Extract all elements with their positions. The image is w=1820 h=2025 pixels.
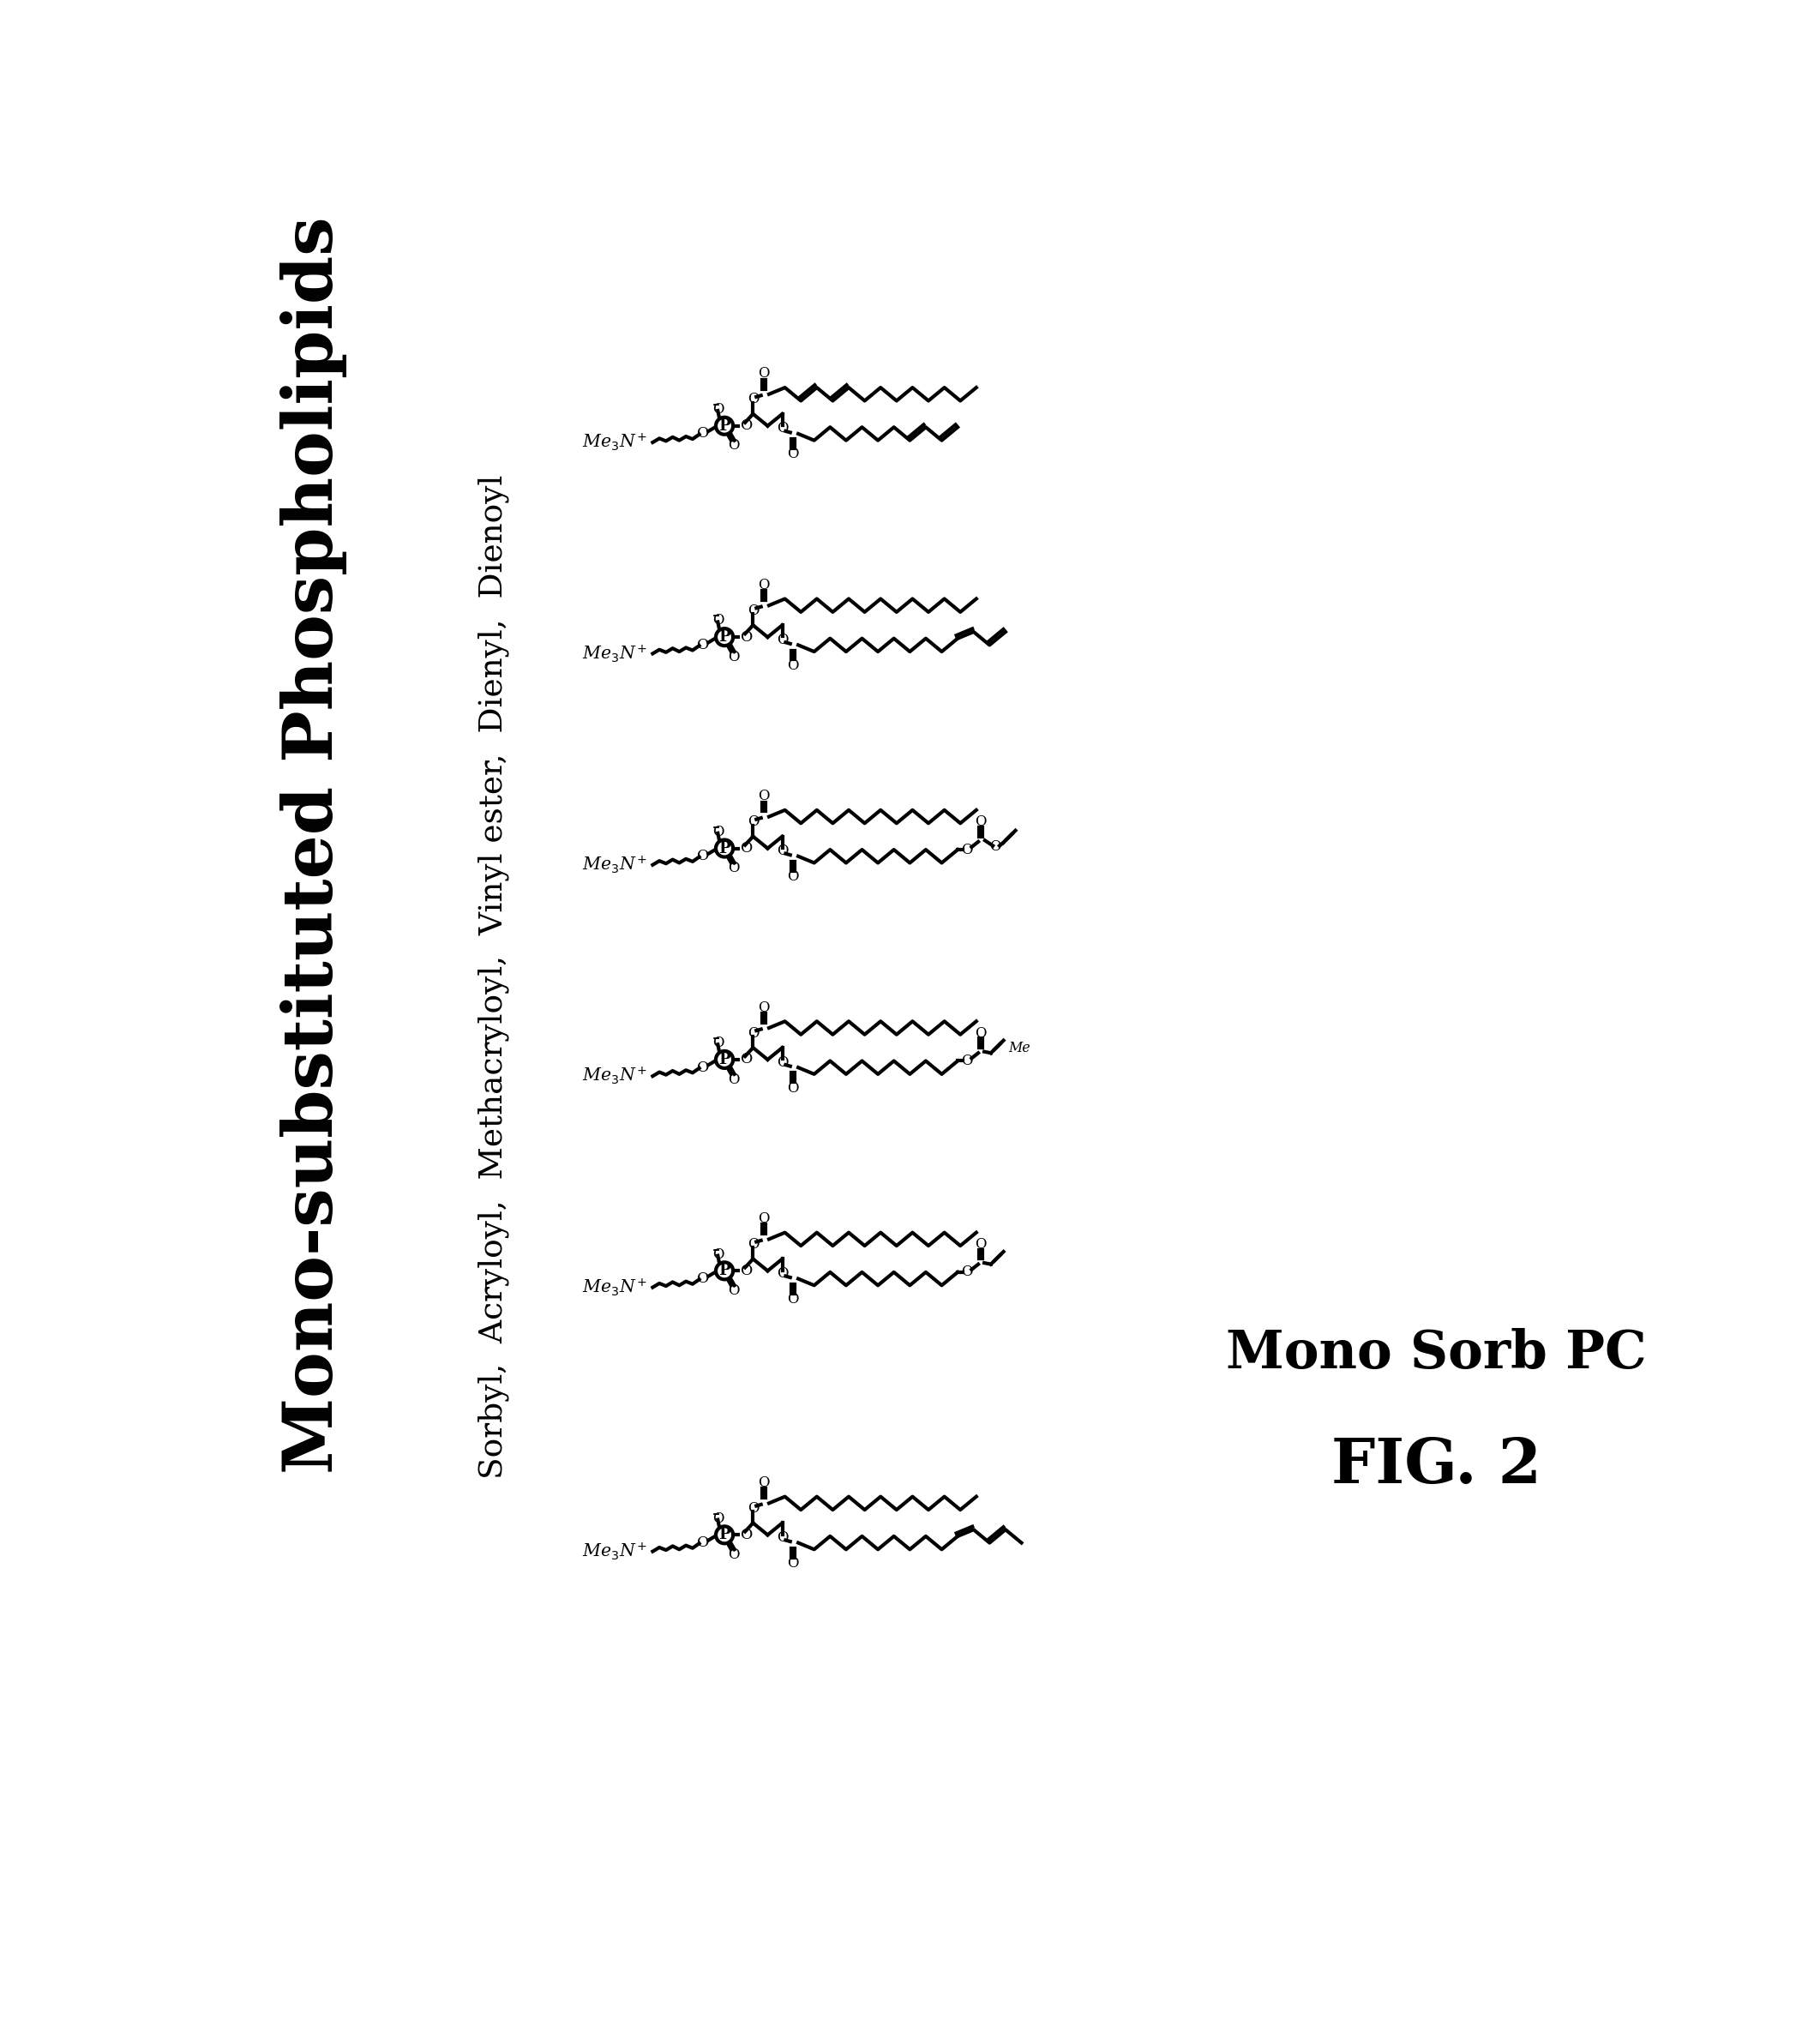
Text: O: O — [786, 1555, 799, 1571]
Text: O: O — [713, 1247, 724, 1262]
Text: O: O — [777, 1531, 788, 1545]
Text: O: O — [748, 814, 759, 828]
Text: O: O — [697, 638, 710, 652]
Text: O: O — [741, 630, 753, 644]
Text: O: O — [697, 1061, 710, 1075]
Text: Me$_3$N$^+$: Me$_3$N$^+$ — [582, 431, 648, 454]
Text: FIG. 2: FIG. 2 — [1332, 1436, 1542, 1496]
Text: O: O — [961, 842, 972, 857]
Text: O: O — [748, 1501, 759, 1517]
Text: O: O — [757, 1476, 770, 1490]
Text: O: O — [757, 790, 770, 804]
Text: -: - — [712, 1239, 719, 1260]
Text: P: P — [719, 630, 730, 644]
Text: O: O — [713, 1511, 724, 1525]
Text: O: O — [741, 1264, 753, 1278]
Text: O: O — [961, 1266, 972, 1280]
Text: -: - — [712, 395, 719, 415]
Text: O: O — [974, 1237, 986, 1251]
Text: O: O — [741, 840, 753, 857]
Text: -: - — [712, 1029, 719, 1049]
Text: O: O — [777, 844, 788, 859]
Text: P: P — [719, 1264, 730, 1278]
Text: O: O — [777, 1055, 788, 1069]
Text: P: P — [719, 1051, 730, 1067]
Text: O: O — [697, 427, 710, 441]
Text: O: O — [988, 840, 1001, 855]
Text: O: O — [697, 1272, 710, 1286]
Text: O: O — [728, 1284, 739, 1298]
Text: O: O — [777, 421, 788, 435]
Text: O: O — [961, 1053, 972, 1069]
Text: Me$_3$N$^+$: Me$_3$N$^+$ — [582, 1065, 648, 1087]
Text: O: O — [713, 403, 724, 417]
Text: O: O — [728, 1071, 739, 1087]
Text: O: O — [741, 1053, 753, 1067]
Text: Mono Sorb PC: Mono Sorb PC — [1227, 1328, 1647, 1379]
Text: O: O — [786, 658, 799, 672]
Text: O: O — [786, 869, 799, 885]
Text: Me$_3$N$^+$: Me$_3$N$^+$ — [582, 855, 648, 875]
Text: Me$_3$N$^+$: Me$_3$N$^+$ — [582, 644, 648, 664]
Text: O: O — [974, 814, 986, 828]
Text: Me: Me — [1008, 1041, 1030, 1055]
Text: O: O — [728, 650, 739, 664]
Text: O: O — [748, 603, 759, 618]
Text: O: O — [786, 1292, 799, 1306]
Text: -: - — [712, 1503, 719, 1525]
Text: O: O — [786, 1081, 799, 1096]
Text: O: O — [974, 1027, 986, 1041]
Text: Sorbyl,  Acryloyl,  Methacryloyl,  Vinyl ester,  Dienyl,  Dienoyl: Sorbyl, Acryloyl, Methacryloyl, Vinyl es… — [477, 476, 510, 1478]
Text: O: O — [748, 393, 759, 407]
Text: P: P — [719, 1527, 730, 1543]
Text: O: O — [777, 632, 788, 648]
Text: -: - — [712, 605, 719, 626]
Text: O: O — [713, 824, 724, 838]
Text: O: O — [757, 1000, 770, 1015]
Text: O: O — [741, 1527, 753, 1543]
Text: O: O — [748, 1237, 759, 1251]
Text: O: O — [728, 861, 739, 875]
Text: Mono-substituted Phospholipids: Mono-substituted Phospholipids — [280, 217, 348, 1474]
Text: O: O — [697, 1535, 710, 1549]
Text: O: O — [713, 1037, 724, 1051]
Text: Me$_3$N$^+$: Me$_3$N$^+$ — [582, 1541, 648, 1561]
Text: Me$_3$N$^+$: Me$_3$N$^+$ — [582, 1278, 648, 1298]
Text: O: O — [728, 437, 739, 454]
Text: O: O — [786, 448, 799, 462]
Text: O: O — [713, 614, 724, 628]
Text: O: O — [757, 577, 770, 591]
Text: O: O — [748, 1027, 759, 1041]
Text: O: O — [757, 1211, 770, 1225]
Text: O: O — [777, 1266, 788, 1280]
Text: O: O — [741, 419, 753, 433]
Text: O: O — [728, 1547, 739, 1561]
Text: -: - — [712, 816, 719, 838]
Text: P: P — [719, 417, 730, 433]
Text: P: P — [719, 840, 730, 857]
Text: O: O — [697, 848, 710, 863]
Text: O: O — [757, 367, 770, 381]
